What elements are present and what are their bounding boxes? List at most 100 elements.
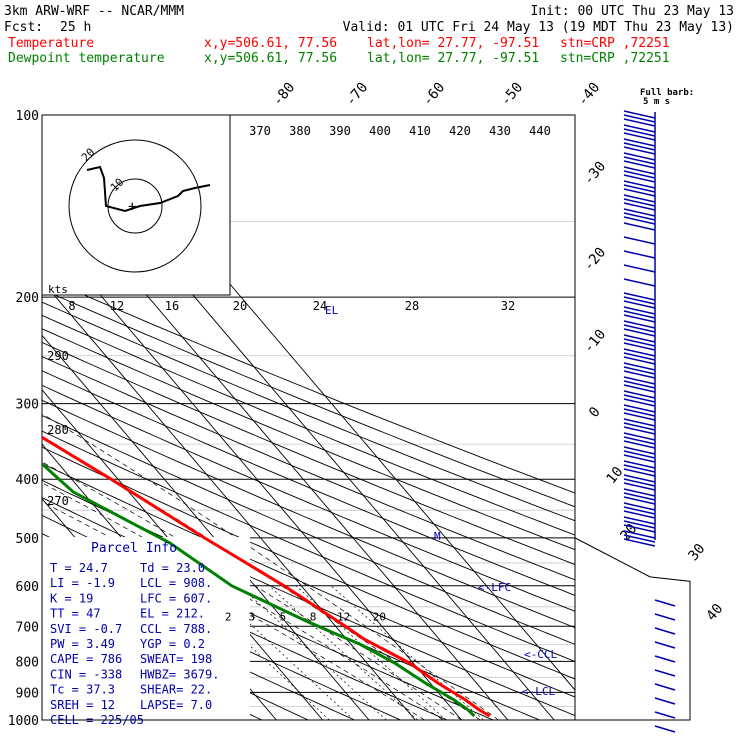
dry-adiabat-line [42, 399, 575, 629]
wind-barb-flag [623, 538, 656, 547]
mixing-ratio-line [330, 585, 484, 720]
init-time: Init: 00 UTC Thu 23 May 13 [531, 4, 735, 19]
moist-adiabat-line [42, 413, 499, 720]
parcel-info-right: CCL = 788. [140, 622, 212, 636]
temperature-tick-label: -80 [270, 80, 299, 110]
wind-barb [623, 292, 656, 309]
temperature-tick-label: -20 [581, 245, 610, 275]
wind-barb-flag [623, 300, 656, 309]
pressure-tick-label: 300 [16, 398, 39, 413]
wind-barb [623, 418, 656, 435]
wind-barb-flag [623, 464, 656, 473]
pressure-tick-label: 1000 [8, 714, 39, 729]
temperature-tick-label: -70 [343, 80, 372, 110]
wind-barb-flag [623, 320, 656, 329]
hodograph-ring [68, 139, 202, 273]
parcel-info-left: LI = -1.9 [50, 576, 115, 590]
wind-barb [623, 124, 656, 141]
m-marker: M [434, 530, 441, 543]
parcel-info-right: EL = 212. [140, 607, 205, 621]
dry-adiabat-line [42, 301, 575, 522]
wind-barb [623, 180, 656, 197]
wind-barb-lower [654, 711, 676, 719]
wind-barb-flag [623, 436, 656, 445]
wind-barb-flag [623, 166, 656, 175]
wind-barb-lower [654, 599, 676, 607]
wind-barb-flag [623, 460, 656, 469]
wind-barb-flag [623, 474, 656, 483]
parcel-info-left: CELL = 225/05 [50, 713, 144, 727]
plot-frame-extension [574, 537, 691, 721]
wind-barb [623, 194, 656, 211]
pressure-tick-label: 600 [16, 580, 39, 595]
wind-barb-flag [623, 142, 656, 151]
pressure-tick-label: 400 [16, 473, 39, 488]
barb-key-line2: 5 m s [643, 97, 670, 107]
wind-barb-flag [623, 156, 656, 165]
wind-barb-flag [623, 118, 656, 127]
pressure-tick-label: 700 [16, 620, 39, 635]
hodograph-speed-label: 16 [165, 299, 179, 313]
wind-barb-flag [623, 348, 656, 357]
wind-barb [623, 236, 656, 245]
theta-label-lower: 290 [47, 349, 69, 363]
hodograph-speed-label: 12 [110, 299, 124, 313]
parcel-info-right: SHEAR= 22. [140, 683, 212, 697]
wind-barb-flag [623, 184, 656, 193]
wind-barb-flag [623, 202, 656, 211]
wind-barb-flag [623, 338, 656, 347]
wind-barb-flag [623, 160, 656, 169]
wind-barb [623, 110, 656, 127]
wind-barb-flag [623, 174, 656, 183]
dewpoint-profile [42, 461, 476, 718]
parcel-info-left: CAPE = 786 [50, 652, 122, 666]
wind-barb-flag [623, 446, 656, 455]
wind-barb-flag [623, 278, 656, 287]
dry-adiabat-line [42, 370, 575, 596]
ccl-marker: <-CCL [524, 648, 557, 661]
temperature-tick-label: -30 [581, 159, 610, 189]
wind-barb-flag [623, 432, 656, 441]
wind-barb-flag [623, 390, 656, 399]
wind-barb-flag [623, 250, 656, 259]
wind-barb [623, 362, 656, 379]
hodograph-center: + [128, 199, 136, 215]
wind-barb-flag [623, 440, 656, 449]
wind-barb [623, 264, 656, 273]
wind-barb-flag [623, 398, 656, 407]
dry-adiabat-line [42, 446, 575, 680]
plot-frame [41, 114, 576, 721]
wind-barb-flag [623, 132, 656, 141]
wind-barb [623, 516, 656, 533]
wind-barb-flag [623, 450, 656, 459]
dry-adiabat-line [42, 276, 575, 494]
dry-adiabat-line [42, 328, 575, 551]
wind-barb-flag [623, 264, 656, 273]
temperature-stn: stn=CRP ,72251 [560, 36, 670, 51]
hodograph-panel [41, 114, 231, 296]
wind-barb-flag [623, 530, 656, 539]
wind-barb-flag [623, 524, 656, 533]
parcel-info-left: SVI = -0.7 [50, 622, 122, 636]
wind-barb-flag [623, 492, 656, 501]
wind-barb [623, 404, 656, 421]
temperature-tick-label: -10 [581, 327, 610, 357]
wind-barb-flag [623, 404, 656, 413]
lfc-marker: <-LFC [478, 581, 511, 594]
isotherm-line [42, 334, 370, 720]
wind-barb-flag [623, 510, 656, 519]
temperature-tick-label: -40 [575, 80, 604, 110]
hodograph-speed-label: 24 [313, 299, 327, 313]
wind-barb-flag [623, 146, 656, 155]
wind-barb [623, 376, 656, 393]
theta-label: 430 [489, 124, 511, 138]
hodograph-speed-label: 8 [68, 299, 75, 313]
theta-label: 380 [289, 124, 311, 138]
dry-adiabat-line [42, 341, 575, 566]
wind-barb [623, 474, 656, 491]
theta-label: 370 [249, 124, 271, 138]
temperature-tick-label: -50 [498, 80, 527, 110]
parcel-info-left: Tc = 37.3 [50, 683, 115, 697]
dry-adiabat-line [42, 314, 575, 536]
